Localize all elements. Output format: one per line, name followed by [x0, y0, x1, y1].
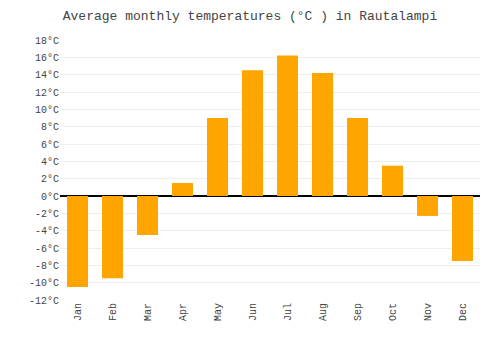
svg-text:4°C: 4°C: [41, 157, 59, 168]
svg-text:Oct: Oct: [388, 303, 399, 321]
svg-text:8°C: 8°C: [41, 122, 59, 133]
svg-text:-10°C: -10°C: [29, 278, 59, 289]
svg-text:-6°C: -6°C: [35, 244, 59, 255]
svg-text:16°C: 16°C: [35, 53, 59, 64]
svg-text:-4°C: -4°C: [35, 226, 59, 237]
svg-text:Average monthly temperatures (: Average monthly temperatures (°C ) in Ra…: [63, 9, 438, 24]
svg-text:-12°C: -12°C: [29, 296, 59, 307]
svg-text:10°C: 10°C: [35, 105, 59, 116]
svg-text:May: May: [213, 303, 224, 321]
svg-text:12°C: 12°C: [35, 88, 59, 99]
svg-text:Jun: Jun: [248, 303, 259, 321]
svg-text:2°C: 2°C: [41, 174, 59, 185]
svg-text:-8°C: -8°C: [35, 261, 59, 272]
svg-text:-2°C: -2°C: [35, 209, 59, 220]
svg-text:Feb: Feb: [108, 303, 119, 321]
svg-text:Mar: Mar: [143, 303, 154, 321]
svg-text:Sep: Sep: [353, 303, 364, 321]
svg-text:Apr: Apr: [178, 303, 189, 321]
svg-text:14°C: 14°C: [35, 70, 59, 81]
svg-text:Jul: Jul: [283, 303, 294, 321]
svg-text:Aug: Aug: [318, 303, 329, 321]
svg-text:Jan: Jan: [73, 303, 84, 321]
svg-text:6°C: 6°C: [41, 140, 59, 151]
svg-text:Dec: Dec: [458, 303, 469, 321]
svg-text:18°C: 18°C: [35, 36, 59, 47]
svg-text:0°C: 0°C: [41, 192, 59, 203]
svg-text:Nov: Nov: [423, 303, 434, 321]
